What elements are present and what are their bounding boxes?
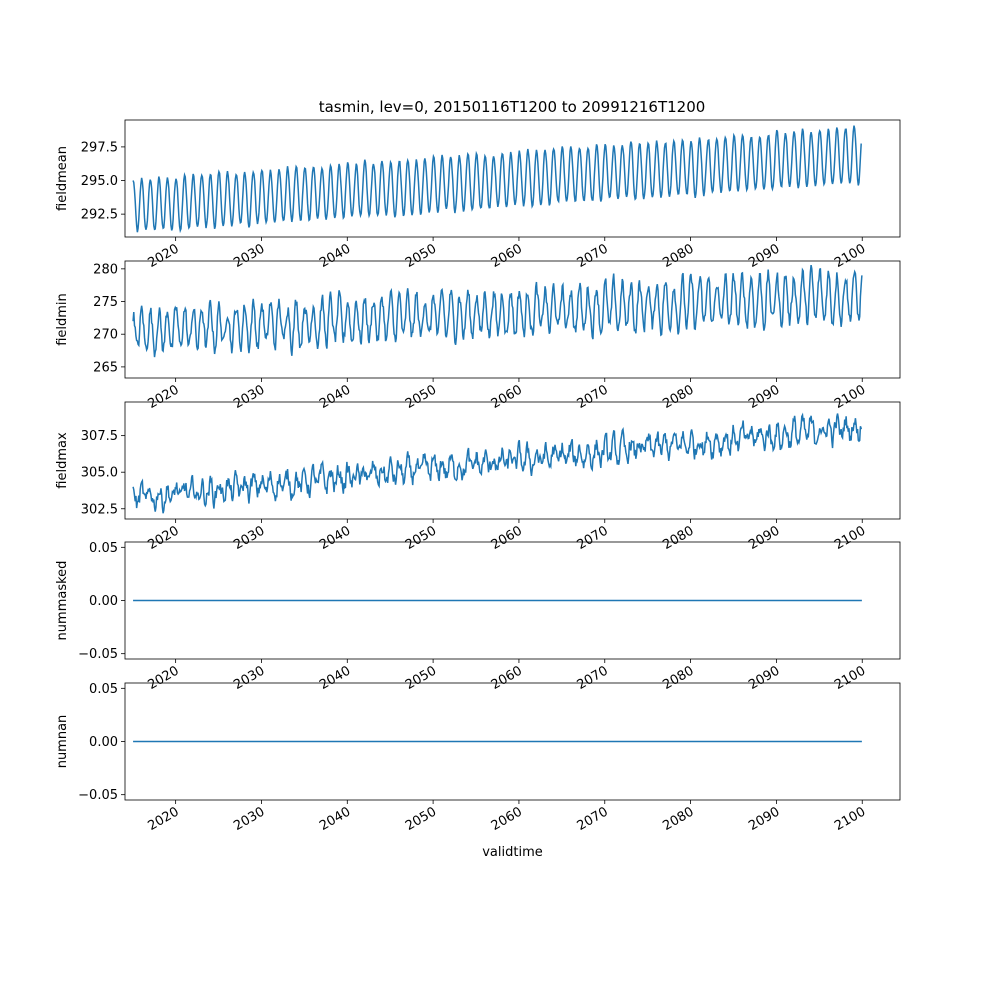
y-tick-label: 275 <box>93 295 118 310</box>
series-line-fieldmin <box>132 264 863 358</box>
y-axis-label: fieldmean <box>55 146 70 211</box>
y-tick-label: 280 <box>93 262 118 277</box>
axes-frame <box>124 119 901 238</box>
y-tick-label: −0.05 <box>78 788 118 803</box>
y-axis-label: fieldmax <box>55 432 70 489</box>
y-tick-label: 302.5 <box>81 502 118 517</box>
y-axis-label: numnan <box>55 715 70 769</box>
y-tick-label: 0.05 <box>89 682 118 697</box>
y-axis-label: nummasked <box>55 561 70 641</box>
y-axis-label: fieldmin <box>55 293 70 346</box>
axes-frame <box>124 401 901 520</box>
y-tick-label: 270 <box>93 328 118 343</box>
chart-title: tasmin, lev=0, 20150116T1200 to 20991216… <box>319 98 706 116</box>
y-tick-label: 0.00 <box>89 594 118 609</box>
x-axis-label: validtime <box>482 845 543 860</box>
y-tick-label: 265 <box>93 360 118 375</box>
y-tick-label: 295.0 <box>81 174 118 189</box>
axes-frame <box>124 260 901 379</box>
series-line-fieldmax <box>132 412 863 514</box>
y-tick-label: 307.5 <box>81 429 118 444</box>
y-tick-label: 0.00 <box>89 735 118 750</box>
y-tick-label: −0.05 <box>78 647 118 662</box>
y-tick-label: 297.5 <box>81 140 118 155</box>
y-tick-label: 0.05 <box>89 541 118 556</box>
series-line-fieldmean <box>132 125 862 234</box>
y-tick-label: 292.5 <box>81 208 118 223</box>
y-tick-label: 305.0 <box>81 466 118 481</box>
